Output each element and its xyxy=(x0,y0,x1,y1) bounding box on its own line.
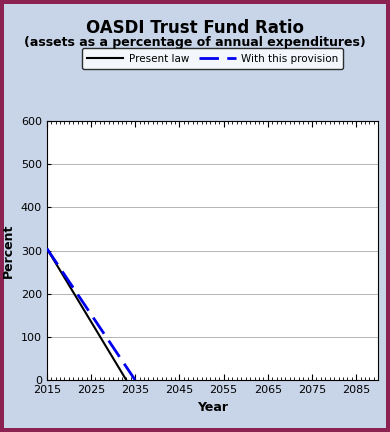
Y-axis label: Percent: Percent xyxy=(2,223,15,278)
Legend: Present law, With this provision: Present law, With this provision xyxy=(82,48,344,69)
Text: OASDI Trust Fund Ratio: OASDI Trust Fund Ratio xyxy=(86,19,304,37)
Text: (assets as a percentage of annual expenditures): (assets as a percentage of annual expend… xyxy=(24,36,366,49)
X-axis label: Year: Year xyxy=(197,400,228,413)
